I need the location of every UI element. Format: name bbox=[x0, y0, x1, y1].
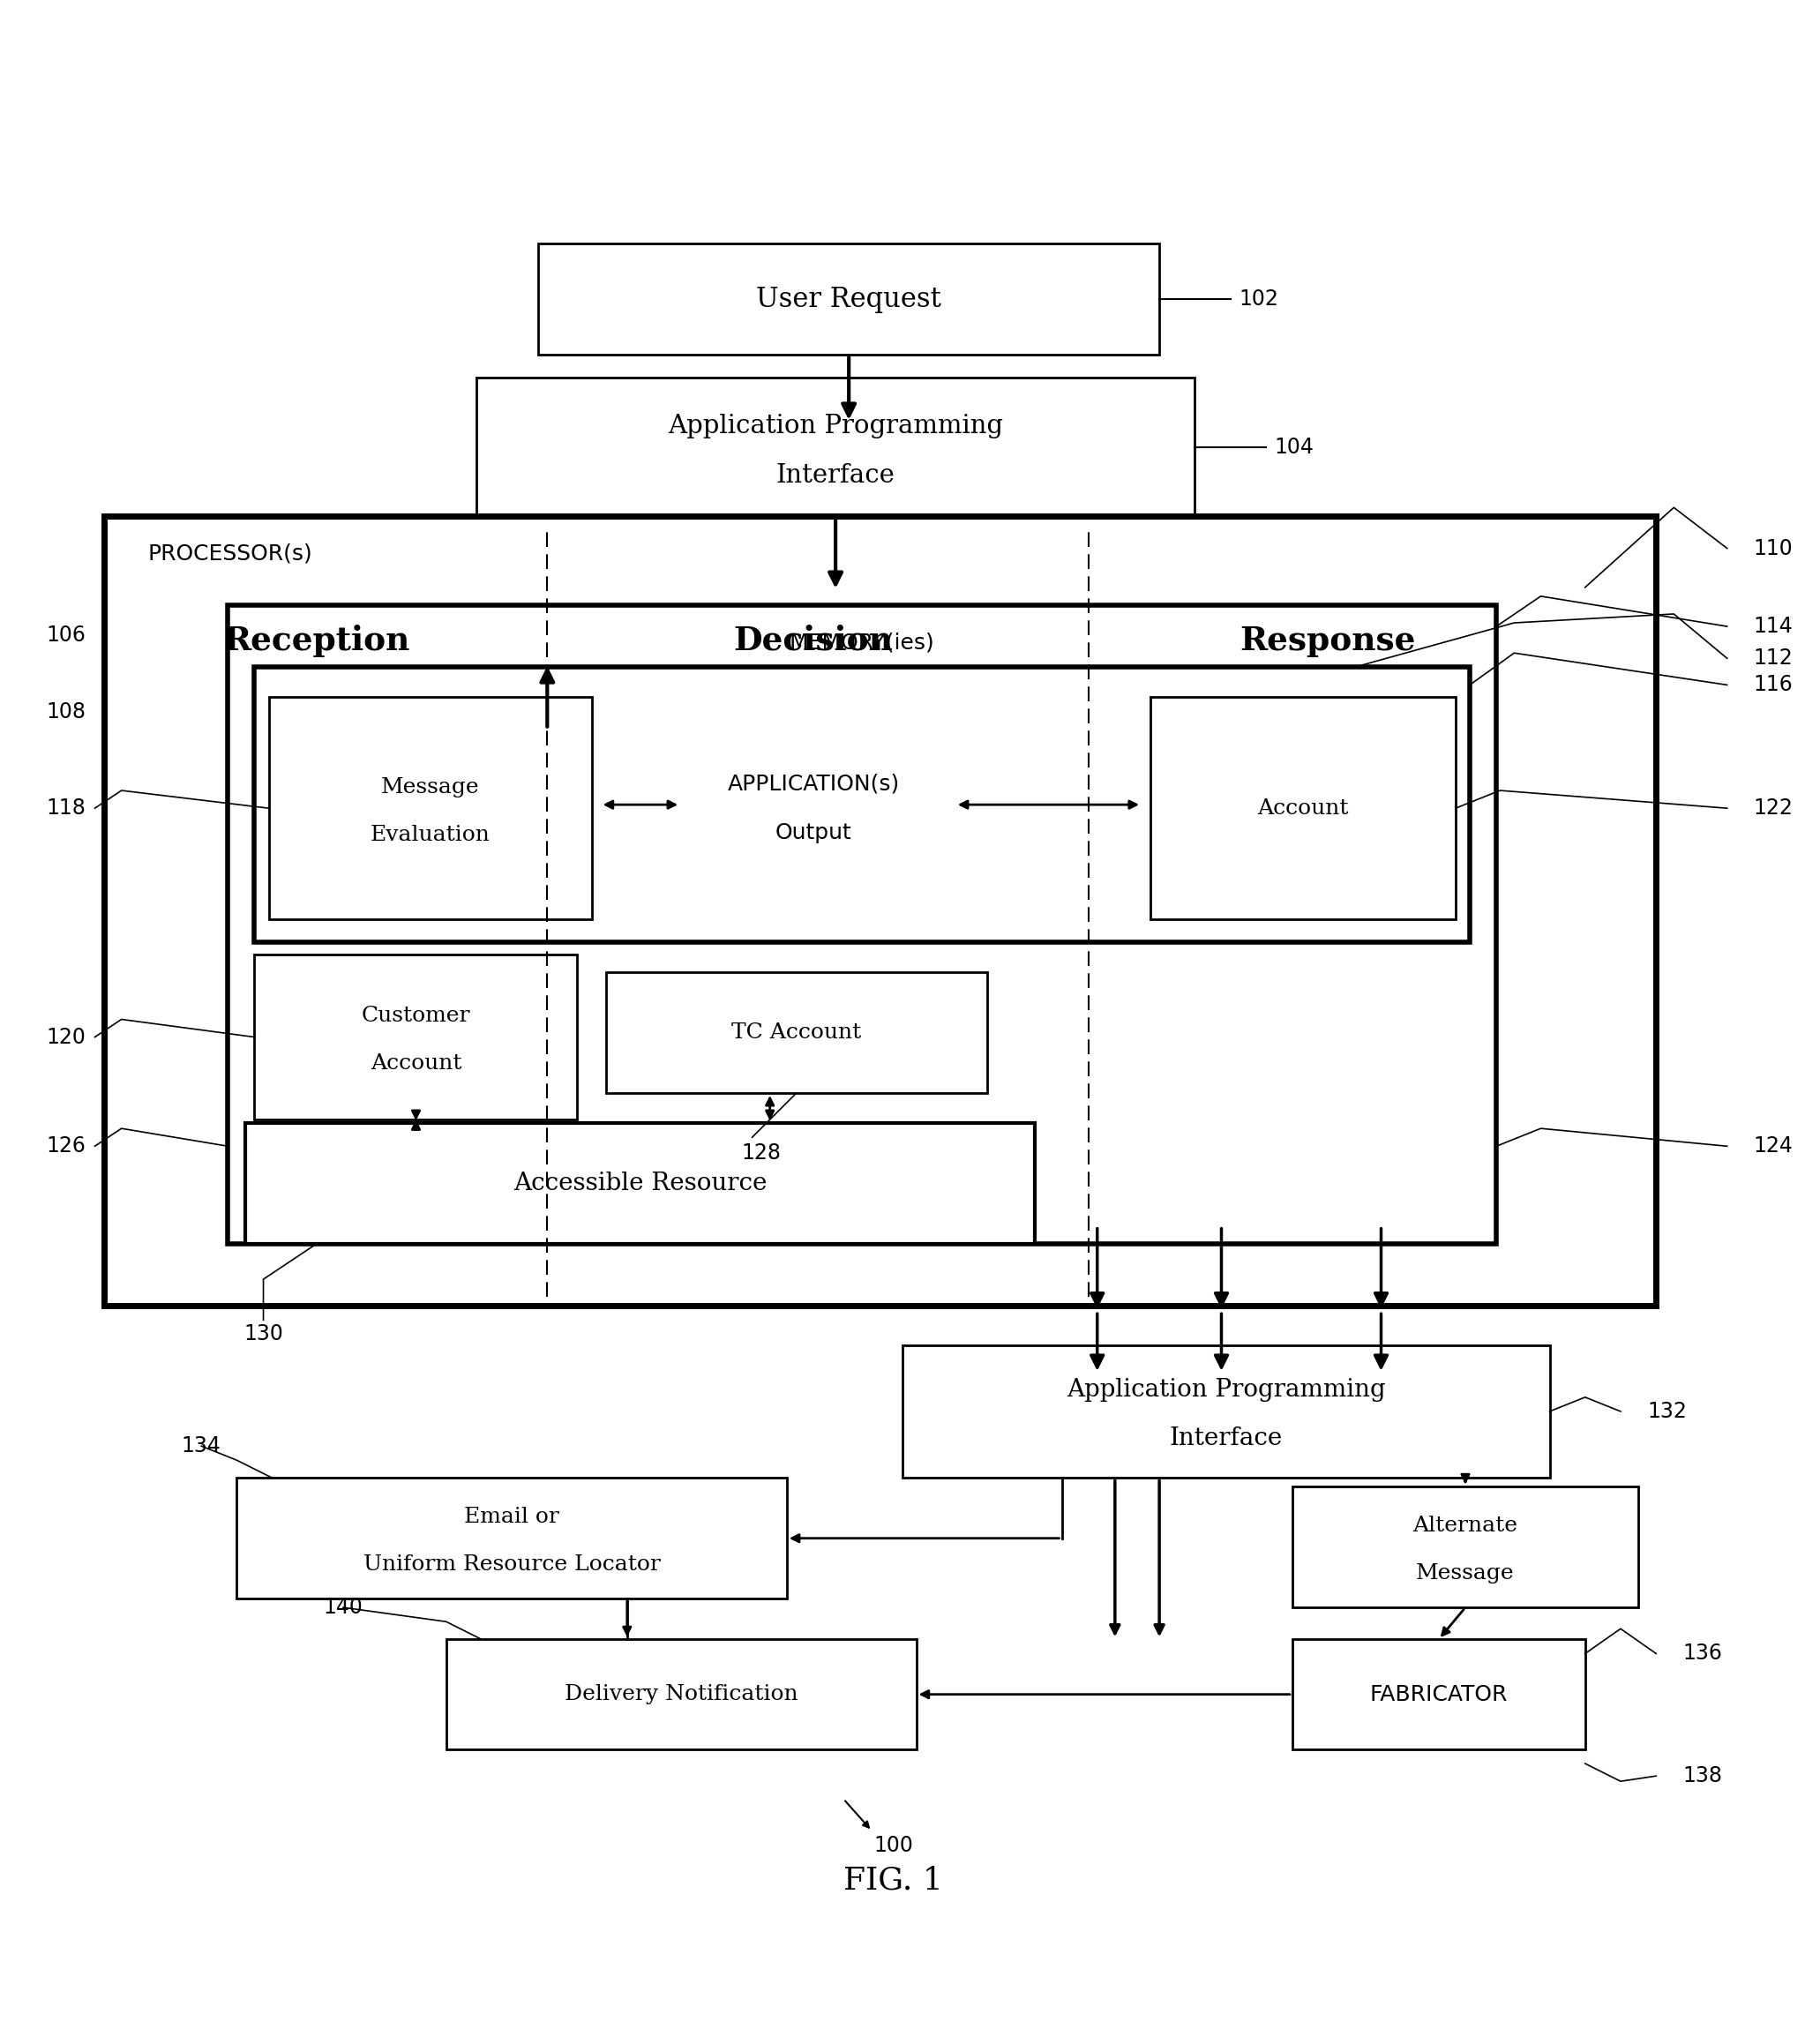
Text: 112: 112 bbox=[1754, 648, 1792, 668]
Text: 108: 108 bbox=[47, 701, 87, 722]
Text: 126: 126 bbox=[47, 1136, 87, 1157]
Text: 118: 118 bbox=[47, 797, 87, 820]
Text: FABRICATOR: FABRICATOR bbox=[1370, 1684, 1507, 1705]
Text: Message: Message bbox=[1417, 1564, 1514, 1584]
Text: APPLICATION(s): APPLICATION(s) bbox=[727, 773, 899, 793]
Text: 102: 102 bbox=[1240, 288, 1278, 309]
FancyBboxPatch shape bbox=[227, 605, 1496, 1243]
FancyBboxPatch shape bbox=[269, 697, 592, 920]
Text: Uniform Resource Locator: Uniform Resource Locator bbox=[363, 1555, 661, 1576]
Text: FIG. 1: FIG. 1 bbox=[843, 1866, 942, 1895]
Text: Evaluation: Evaluation bbox=[370, 824, 491, 844]
Text: 138: 138 bbox=[1682, 1766, 1722, 1786]
Text: 132: 132 bbox=[1648, 1400, 1688, 1423]
Text: TC Account: TC Account bbox=[731, 1022, 861, 1042]
Text: Output: Output bbox=[774, 822, 852, 844]
FancyBboxPatch shape bbox=[446, 1639, 917, 1750]
FancyBboxPatch shape bbox=[1292, 1639, 1585, 1750]
FancyBboxPatch shape bbox=[1150, 697, 1455, 920]
Text: 100: 100 bbox=[874, 1836, 913, 1856]
Text: 124: 124 bbox=[1754, 1136, 1792, 1157]
FancyBboxPatch shape bbox=[902, 1345, 1550, 1478]
FancyBboxPatch shape bbox=[477, 378, 1195, 517]
Text: Email or: Email or bbox=[464, 1506, 560, 1527]
FancyBboxPatch shape bbox=[103, 517, 1655, 1306]
FancyBboxPatch shape bbox=[606, 973, 987, 1094]
Text: 140: 140 bbox=[323, 1596, 363, 1619]
Text: Application Programming: Application Programming bbox=[668, 413, 1004, 437]
Text: Interface: Interface bbox=[776, 464, 895, 489]
Text: Decision: Decision bbox=[733, 623, 893, 656]
Text: Alternate: Alternate bbox=[1413, 1517, 1518, 1535]
Text: Application Programming: Application Programming bbox=[1067, 1378, 1386, 1402]
FancyBboxPatch shape bbox=[538, 243, 1159, 356]
Text: 110: 110 bbox=[1754, 538, 1792, 558]
Text: Accessible Resource: Accessible Resource bbox=[514, 1171, 767, 1196]
Text: MEMORY(ies): MEMORY(ies) bbox=[789, 632, 935, 652]
Text: Delivery Notification: Delivery Notification bbox=[565, 1684, 798, 1705]
Text: 120: 120 bbox=[47, 1026, 87, 1049]
Text: 134: 134 bbox=[182, 1435, 220, 1457]
Text: Reception: Reception bbox=[224, 623, 410, 656]
FancyBboxPatch shape bbox=[245, 1122, 1034, 1243]
Text: Account: Account bbox=[1258, 797, 1348, 818]
Text: Interface: Interface bbox=[1170, 1427, 1282, 1449]
Text: User Request: User Request bbox=[756, 286, 942, 313]
Text: 136: 136 bbox=[1682, 1643, 1722, 1664]
Text: 130: 130 bbox=[244, 1325, 283, 1345]
FancyBboxPatch shape bbox=[255, 666, 1469, 942]
Text: Account: Account bbox=[370, 1053, 462, 1073]
Text: Message: Message bbox=[381, 777, 480, 797]
Text: 128: 128 bbox=[742, 1143, 782, 1163]
Text: Response: Response bbox=[1240, 623, 1415, 656]
FancyBboxPatch shape bbox=[255, 955, 578, 1120]
FancyBboxPatch shape bbox=[1292, 1486, 1639, 1607]
Text: 116: 116 bbox=[1754, 675, 1792, 695]
Text: 106: 106 bbox=[47, 623, 87, 646]
Text: 122: 122 bbox=[1754, 797, 1792, 820]
Text: 104: 104 bbox=[1274, 437, 1314, 458]
Text: PROCESSOR(s): PROCESSOR(s) bbox=[148, 544, 312, 564]
Text: Customer: Customer bbox=[361, 1006, 471, 1026]
Text: 114: 114 bbox=[1754, 615, 1792, 638]
FancyBboxPatch shape bbox=[236, 1478, 787, 1598]
